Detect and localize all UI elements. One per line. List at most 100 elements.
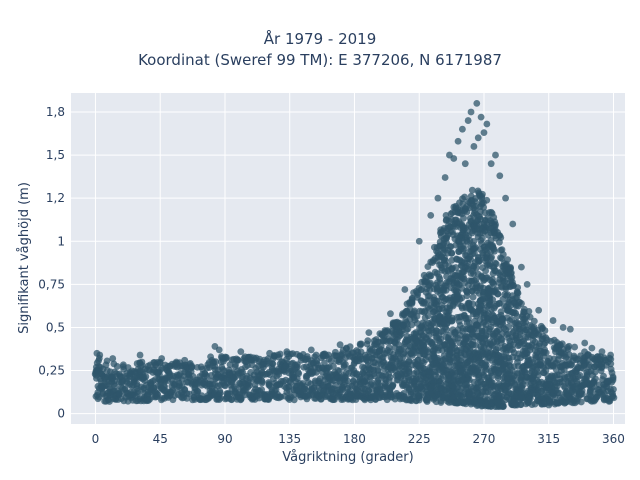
data-point xyxy=(239,368,246,376)
data-point xyxy=(448,250,456,257)
data-point xyxy=(181,356,189,364)
data-point xyxy=(489,296,497,304)
data-point xyxy=(389,381,397,389)
data-point xyxy=(113,363,121,370)
data-point xyxy=(427,212,435,219)
data-point xyxy=(234,356,242,364)
data-point xyxy=(312,351,320,359)
data-point xyxy=(237,348,245,355)
data-point xyxy=(427,279,435,287)
data-point xyxy=(600,372,607,380)
data-point xyxy=(310,384,318,392)
x-tick-label: 360 xyxy=(602,432,625,446)
data-point xyxy=(207,353,214,361)
data-point xyxy=(266,349,273,357)
data-point xyxy=(526,395,534,402)
data-point xyxy=(588,344,596,352)
data-point xyxy=(341,360,349,368)
data-point xyxy=(514,284,522,291)
data-point xyxy=(134,388,141,396)
data-point xyxy=(258,379,266,387)
data-point xyxy=(513,313,521,320)
data-point xyxy=(434,194,442,202)
data-point xyxy=(295,370,303,378)
data-point xyxy=(518,300,525,307)
chart-title-line-1: År 1979 - 2019 xyxy=(263,30,377,48)
data-point xyxy=(276,350,284,358)
data-point xyxy=(479,190,486,198)
data-point xyxy=(442,286,450,294)
data-point xyxy=(142,373,150,380)
x-tick-label: 180 xyxy=(343,432,366,446)
data-point xyxy=(336,341,344,349)
data-point xyxy=(436,275,444,283)
data-point xyxy=(525,307,533,315)
data-point xyxy=(216,389,224,397)
data-point xyxy=(441,174,449,181)
data-point xyxy=(505,323,513,331)
data-point xyxy=(470,237,478,245)
data-point xyxy=(473,264,480,272)
data-point xyxy=(413,312,421,320)
data-point xyxy=(212,358,220,366)
x-tick-label: 45 xyxy=(153,432,168,446)
data-point xyxy=(535,306,543,314)
data-points xyxy=(91,99,618,411)
data-point xyxy=(346,343,354,351)
y-axis-title: Signifikant våghöjd (m) xyxy=(17,182,32,334)
x-tick-label: 135 xyxy=(278,432,301,446)
data-point xyxy=(480,129,488,137)
data-point xyxy=(534,371,542,379)
data-point xyxy=(246,381,253,389)
data-point xyxy=(559,324,567,331)
data-point xyxy=(581,339,589,347)
data-point xyxy=(188,363,196,371)
data-point xyxy=(417,392,425,399)
data-point xyxy=(558,340,566,348)
data-point xyxy=(502,194,509,202)
x-tick-label: 0 xyxy=(92,432,100,446)
data-point xyxy=(517,263,525,271)
data-point xyxy=(542,349,550,357)
data-point xyxy=(387,310,394,318)
data-point xyxy=(461,193,468,201)
data-point xyxy=(517,401,525,408)
data-point xyxy=(467,108,475,116)
x-tick-label: 90 xyxy=(217,432,232,446)
data-point xyxy=(497,234,505,241)
data-point xyxy=(487,160,495,168)
data-point xyxy=(385,376,393,384)
data-point xyxy=(222,355,230,362)
data-point xyxy=(565,342,573,350)
data-point xyxy=(269,360,277,368)
data-point xyxy=(482,267,490,275)
data-point xyxy=(290,396,298,404)
data-point xyxy=(401,286,409,293)
y-axis-ticks: 0 0,25 0,5 0,75 1 1,2 1,5 1,8 xyxy=(38,105,65,421)
data-point xyxy=(490,280,498,288)
data-point xyxy=(488,253,495,261)
x-tick-label: 225 xyxy=(408,432,431,446)
data-point xyxy=(469,300,477,308)
x-tick-label: 270 xyxy=(473,432,496,446)
data-point xyxy=(470,143,478,150)
data-point xyxy=(441,254,448,262)
data-point xyxy=(408,321,416,329)
data-point xyxy=(526,313,534,321)
data-point xyxy=(109,355,117,362)
data-point xyxy=(364,337,372,345)
data-point xyxy=(357,340,365,348)
data-point xyxy=(477,113,485,121)
data-point xyxy=(424,312,432,320)
x-axis-ticks: 0 45 90 135 180 225 270 315 360 xyxy=(92,432,625,446)
data-point xyxy=(215,346,223,354)
data-point xyxy=(499,251,507,258)
data-point xyxy=(549,317,557,324)
data-point xyxy=(450,155,458,162)
y-tick-label: 0,25 xyxy=(38,364,65,378)
data-point xyxy=(530,317,538,325)
data-point xyxy=(335,367,343,375)
data-point xyxy=(592,375,599,383)
data-point xyxy=(423,346,431,354)
